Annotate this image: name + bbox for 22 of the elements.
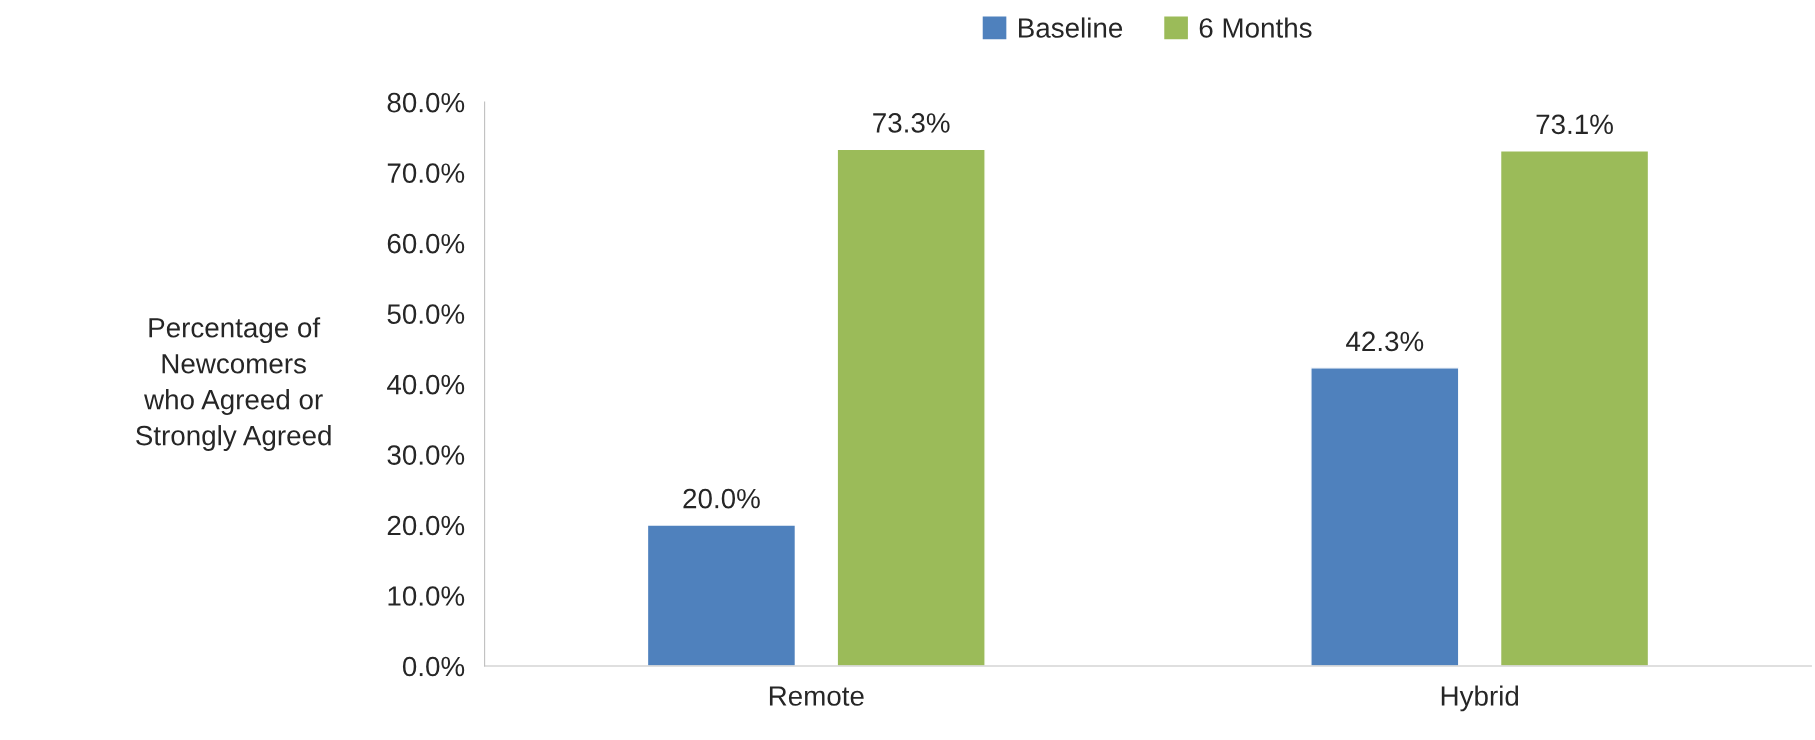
x-tick-label: Remote (769, 686, 864, 706)
data-label: 42.3% (1346, 331, 1424, 352)
bar (836, 148, 986, 666)
x-tick-label: Hybrid (1441, 685, 1519, 712)
legend-label: 6 Months (1199, 17, 1312, 38)
y-tick-label: 30.0% (387, 445, 465, 465)
data-label: 73.1% (1536, 114, 1613, 135)
data-label: 20.0% (683, 488, 760, 509)
y-axis-title: Percentage of Newcomers who Agreed or Strongly Agreed (136, 317, 331, 451)
y-tick-label: 80.0% (387, 92, 465, 113)
y-tick-label: 10.0% (388, 586, 465, 606)
bar (646, 524, 797, 666)
y-tick-label: 40.0% (387, 374, 465, 395)
y-tick-label: 50.0% (387, 304, 465, 324)
data-label: 73.3% (873, 113, 950, 133)
bar (1499, 150, 1650, 666)
y-tick-label: 20.0% (387, 515, 465, 536)
bar (1310, 367, 1460, 666)
y-tick-label: 0.0% (402, 656, 465, 677)
y-tick-label: 60.0% (387, 233, 465, 254)
legend-label: Baseline (1019, 17, 1123, 38)
y-tick-label: 70.0% (387, 163, 465, 183)
